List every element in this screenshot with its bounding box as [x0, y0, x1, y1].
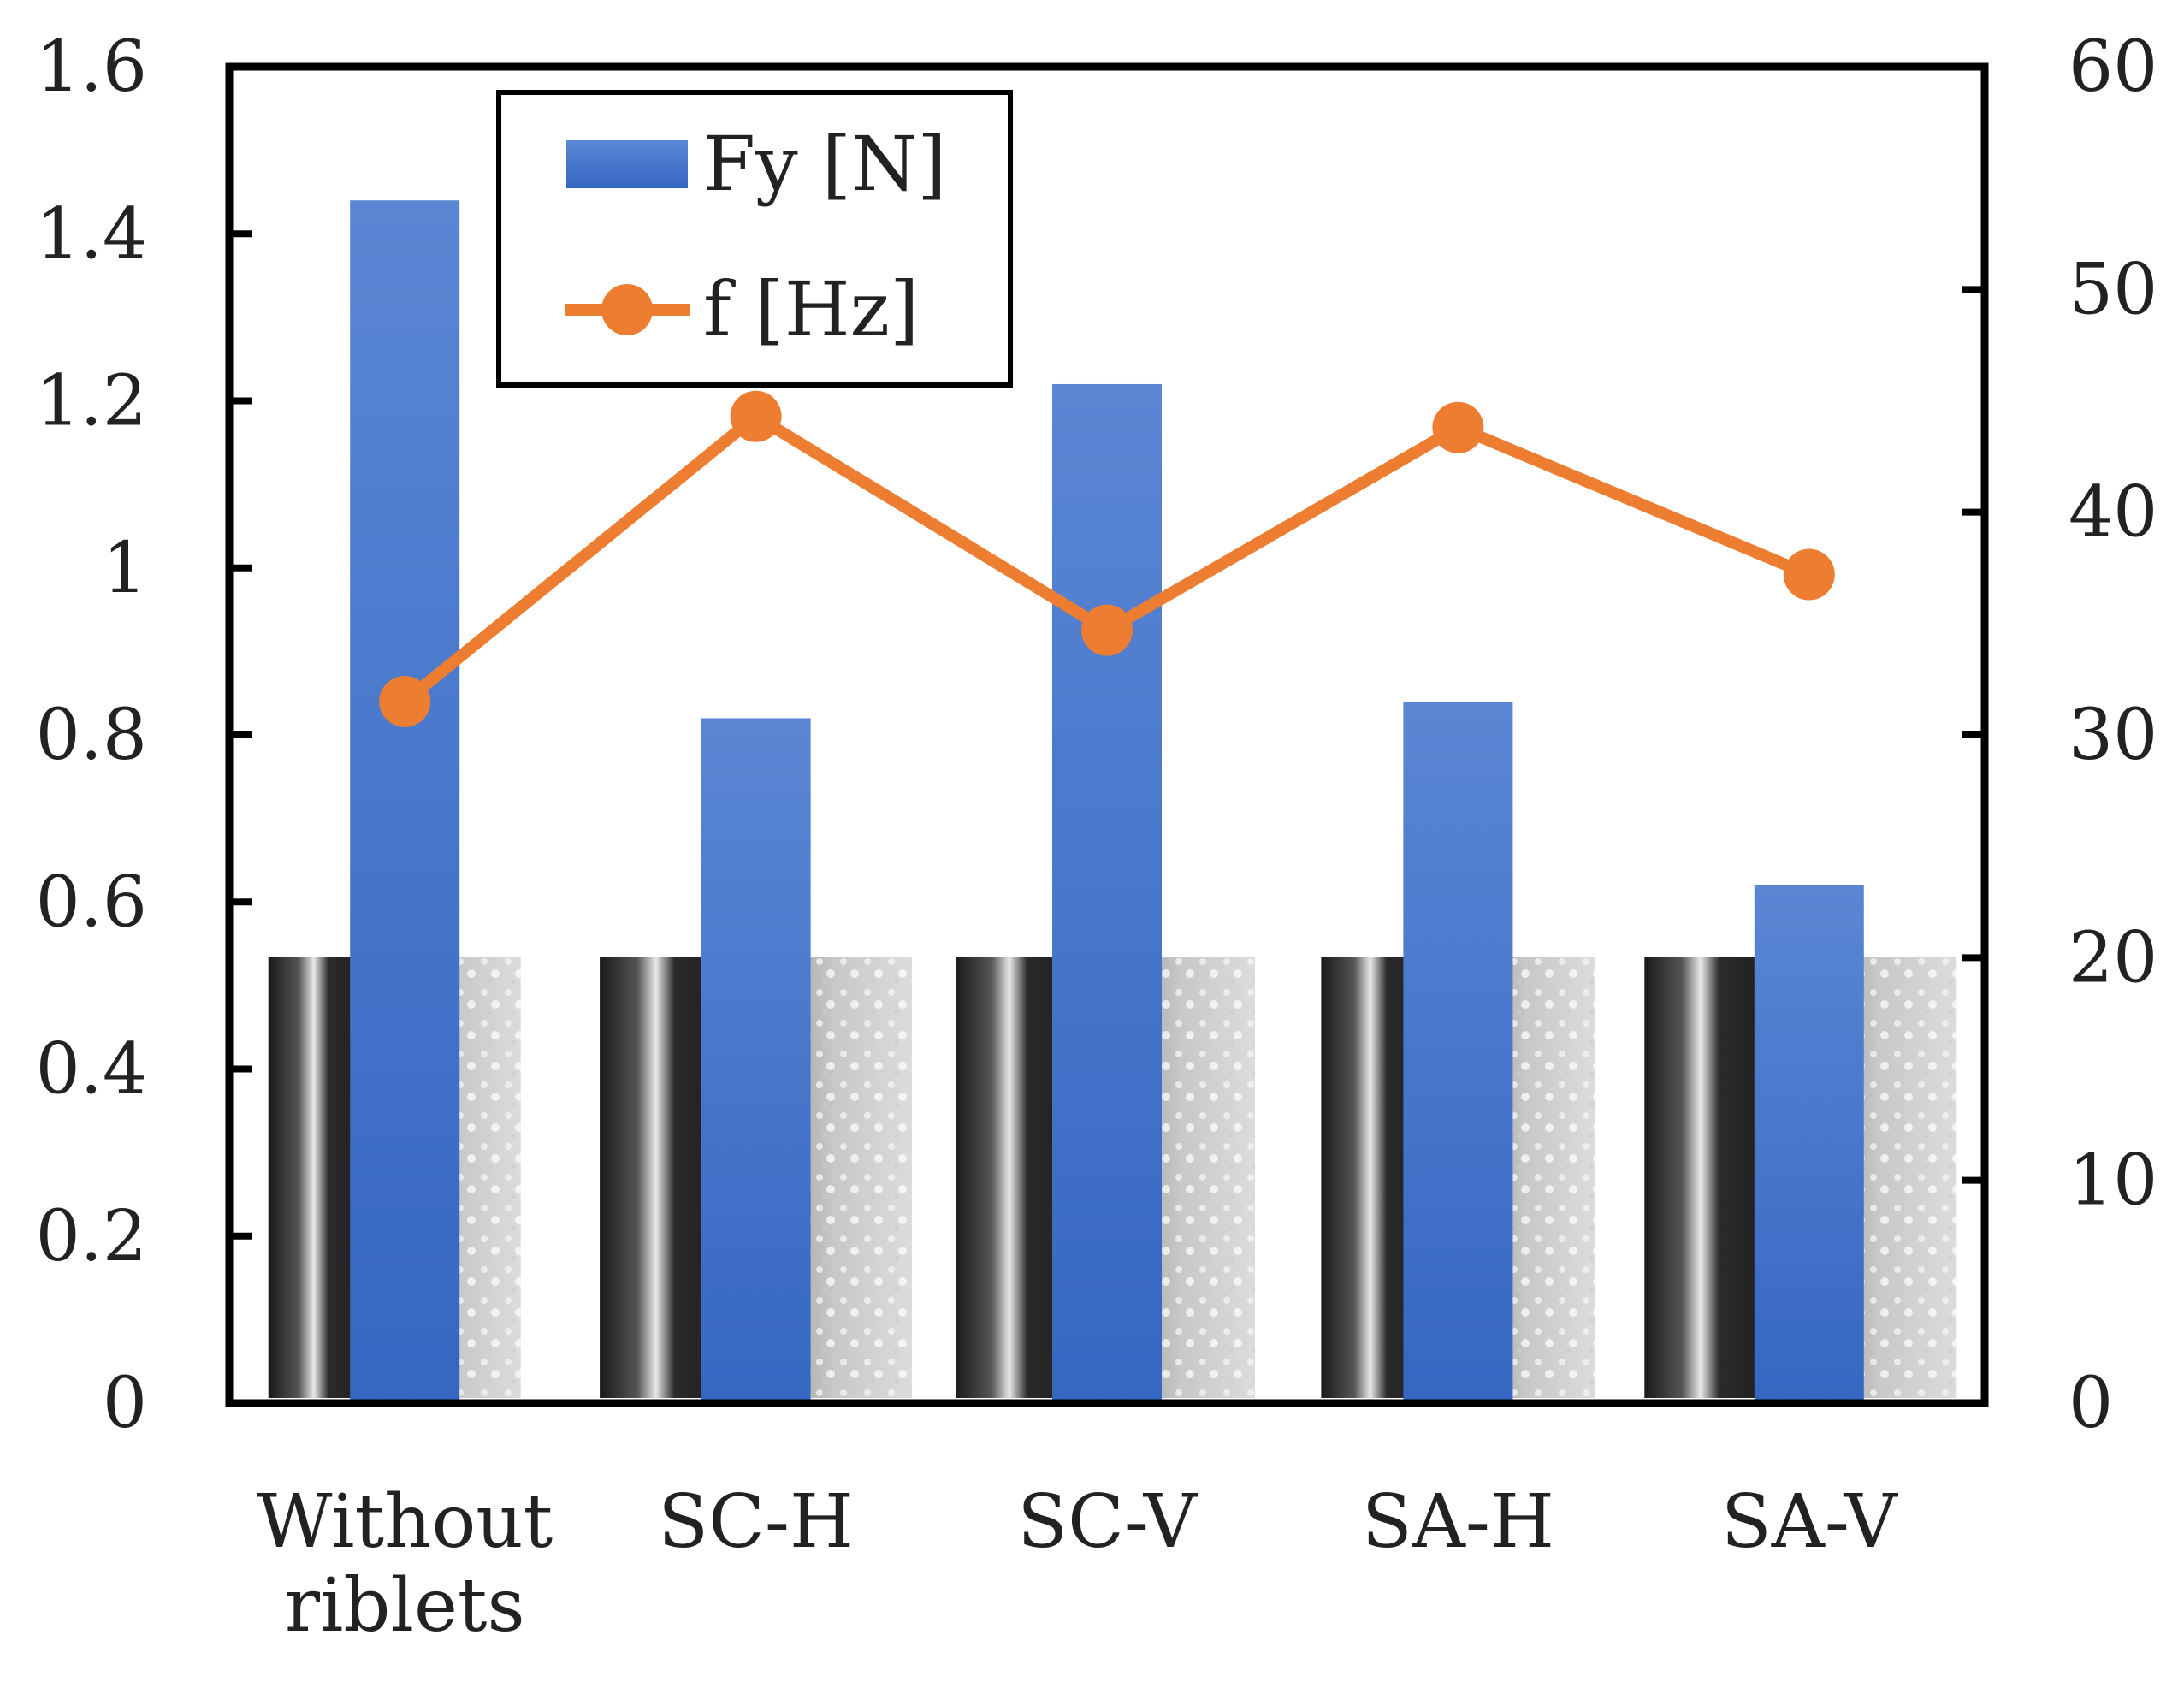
right-tick-label-0: 0 — [2069, 1363, 2113, 1444]
left-tick-label-2: 0.4 — [36, 1029, 147, 1111]
right-tick-label-4: 40 — [2069, 472, 2157, 554]
marker-f-hz-2 — [1081, 604, 1133, 656]
bar-fy-1 — [701, 718, 811, 1403]
category-label-4: SA-V — [1721, 1479, 1899, 1565]
category-label-3: SA-H — [1362, 1479, 1554, 1565]
marker-f-hz-4 — [1783, 548, 1835, 601]
marker-f-hz-1 — [730, 390, 782, 442]
left-tick-label-5: 1 — [103, 528, 147, 609]
right-tick-label-1: 10 — [2069, 1140, 2157, 1222]
legend-swatch-fy — [566, 140, 688, 188]
right-tick-label-2: 20 — [2069, 917, 2157, 998]
left-tick-label-3: 0.6 — [36, 862, 147, 943]
legend-swatch-f-marker — [601, 284, 653, 335]
category-label-1: SC-H — [658, 1479, 854, 1565]
left-tick-label-4: 0.8 — [36, 695, 147, 776]
right-tick-label-6: 60 — [2069, 27, 2157, 108]
category-label-2: SC-V — [1017, 1479, 1199, 1565]
bar-fy-0 — [350, 200, 460, 1404]
category-label-0-line-1: riblets — [285, 1563, 525, 1649]
bar-fy-2 — [1052, 383, 1162, 1404]
legend-label-fy: Fy [N] — [703, 120, 946, 208]
bar-fy-4 — [1754, 885, 1864, 1403]
right-tick-label-3: 30 — [2069, 695, 2157, 776]
left-tick-label-1: 0.2 — [36, 1196, 147, 1277]
legend-label-f: f [Hz] — [703, 265, 919, 353]
left-tick-label-8: 1.6 — [36, 27, 147, 108]
bar-fy-3 — [1403, 701, 1513, 1403]
right-tick-label-5: 50 — [2069, 249, 2157, 330]
marker-f-hz-0 — [379, 675, 431, 727]
category-label-0-line-0: Without — [257, 1479, 553, 1565]
left-tick-label-0: 0 — [103, 1363, 147, 1444]
marker-f-hz-3 — [1432, 401, 1484, 453]
left-tick-label-6: 1.2 — [36, 361, 147, 442]
left-tick-label-7: 1.4 — [36, 193, 147, 275]
